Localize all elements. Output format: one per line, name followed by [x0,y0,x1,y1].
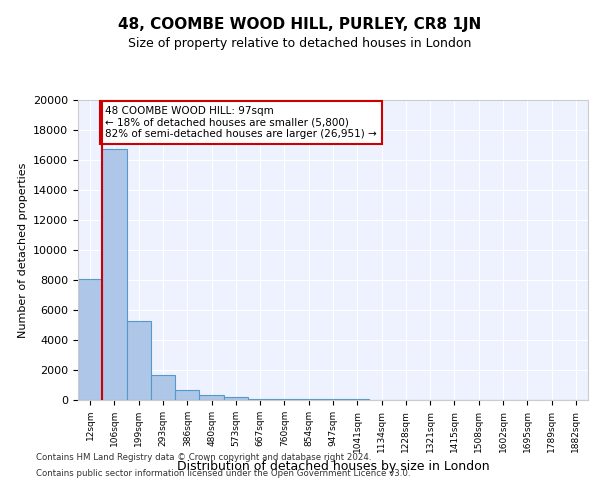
Bar [78,278,102,400]
Bar [248,398,272,400]
Text: Contains HM Land Registry data © Crown copyright and database right 2024.: Contains HM Land Registry data © Crown c… [36,454,371,462]
Bar [296,399,321,400]
Bar [321,399,345,400]
Bar [199,395,224,400]
Bar [127,320,151,400]
X-axis label: Distribution of detached houses by size in London: Distribution of detached houses by size … [176,460,490,473]
Text: Contains public sector information licensed under the Open Government Licence v3: Contains public sector information licen… [36,468,410,477]
Text: 48 COOMBE WOOD HILL: 97sqm
← 18% of detached houses are smaller (5,800)
82% of s: 48 COOMBE WOOD HILL: 97sqm ← 18% of deta… [105,106,377,139]
Bar [175,390,199,400]
Bar [272,399,296,400]
Text: Size of property relative to detached houses in London: Size of property relative to detached ho… [128,37,472,50]
Bar [151,374,175,400]
Bar [102,150,127,400]
Text: 48, COOMBE WOOD HILL, PURLEY, CR8 1JN: 48, COOMBE WOOD HILL, PURLEY, CR8 1JN [118,18,482,32]
Y-axis label: Number of detached properties: Number of detached properties [17,162,28,338]
Bar [224,397,248,400]
